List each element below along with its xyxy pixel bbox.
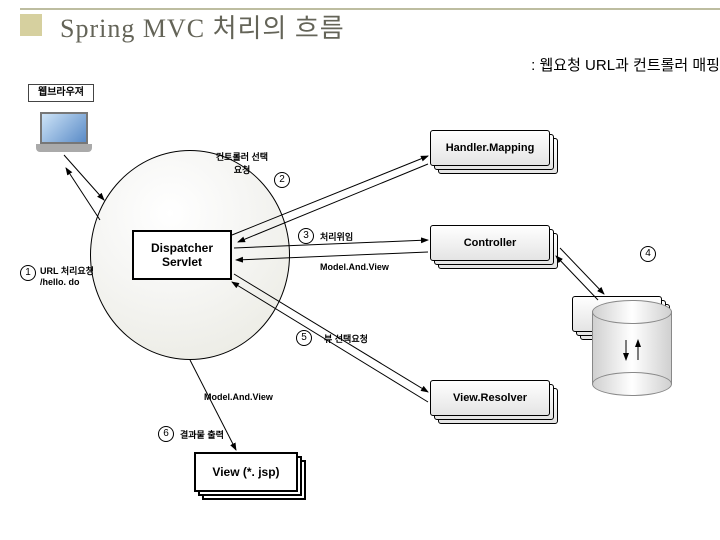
view-resolver-label: View.Resolver [430,380,550,416]
dispatcher-servlet-label: DispatcherServlet [151,241,213,269]
controller-box: Controller [430,225,550,261]
step-2-label: 컨트롤러 선택요청 [212,150,272,176]
step-5-label: 뷰 선택요청 [324,332,368,345]
handler-mapping-box: Handler.Mapping [430,130,550,166]
view-resolver-box: View.Resolver [430,380,550,416]
laptop-icon [36,112,92,152]
step-2-circle: 2 [274,172,290,188]
step-3-label: 처리위임 [320,230,353,243]
step-1-circle: 1 [20,265,36,281]
view-jsp-box: View (*. jsp) [194,452,298,492]
step-3-circle: 3 [298,228,314,244]
dispatcher-servlet-box: DispatcherServlet [132,230,232,280]
step-1-label: URL 처리요청/hello. do [40,264,110,287]
step-6-label: 결과물 출력 [180,428,224,441]
step-5-circle: 5 [296,330,312,346]
step-5-return-label: Model.And.View [204,392,273,402]
title-decor-square [20,14,42,36]
page-title: Spring MVC 처리의 흐름 [60,8,345,45]
handler-mapping-label: Handler.Mapping [430,130,550,166]
view-jsp-label: View (*. jsp) [194,452,298,492]
browser-label: 웹브라우져 [28,84,94,102]
subtitle: : 웹요청 URL과 컨트롤러 매핑 [531,54,720,75]
step-3-return-label: Model.And.View [320,262,389,272]
controller-label: Controller [430,225,550,261]
step-4-circle: 4 [640,246,656,262]
title-bar: Spring MVC 처리의 흐름 [20,8,720,10]
database-cylinder-icon [592,300,672,396]
step-6-circle: 6 [158,426,174,442]
